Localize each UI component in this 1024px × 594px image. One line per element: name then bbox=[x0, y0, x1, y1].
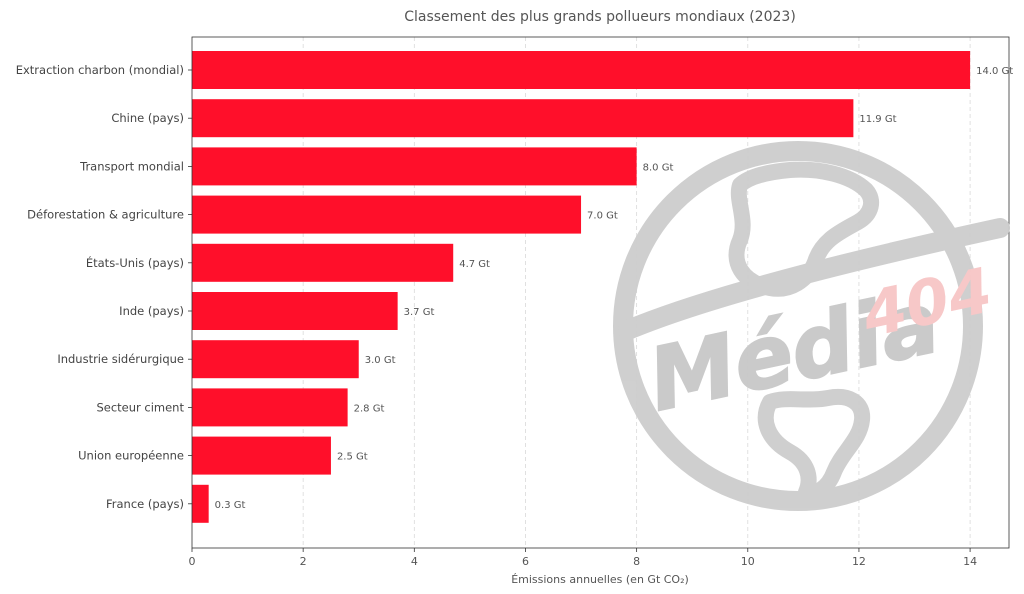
category-label: Union européenne bbox=[78, 449, 184, 463]
bars bbox=[192, 51, 971, 523]
category-labels: Extraction charbon (mondial) Chine (pays)… bbox=[16, 63, 192, 511]
x-tick-label: 4 bbox=[411, 555, 418, 568]
category-label: États-Unis (pays) bbox=[86, 255, 184, 270]
plot-frame bbox=[191, 36, 1010, 549]
x-tick-label: 14 bbox=[963, 555, 977, 568]
chart-title: Classement des plus grands pollueurs mon… bbox=[404, 9, 796, 25]
x-axis-label: Émissions annuelles (en Gt CO₂) bbox=[511, 573, 689, 586]
x-tick-label: 12 bbox=[852, 555, 866, 568]
category-label: Inde (pays) bbox=[119, 304, 184, 318]
watermark-swoosh bbox=[618, 218, 1010, 340]
bar bbox=[192, 436, 331, 475]
value-label: 4.7 Gt bbox=[459, 259, 490, 270]
value-label: 7.0 Gt bbox=[587, 211, 618, 222]
value-label: 3.7 Gt bbox=[404, 307, 435, 318]
bar bbox=[192, 484, 209, 523]
category-label: Transport mondial bbox=[79, 159, 184, 173]
value-labels: 14.0 Gt 11.9 Gt 8.0 Gt 7.0 Gt 4.7 Gt 3.7 Gt 3.… bbox=[215, 66, 1014, 511]
bar bbox=[192, 51, 971, 89]
x-tick-label: 6 bbox=[522, 555, 529, 568]
x-tick-label: 10 bbox=[741, 555, 755, 568]
category-label: Extraction charbon (mondial) bbox=[16, 63, 184, 77]
category-label: Déforestation & agriculture bbox=[27, 208, 184, 222]
value-label: 0.3 Gt bbox=[215, 500, 246, 511]
bar bbox=[192, 388, 348, 427]
watermark-continent-top bbox=[728, 161, 880, 297]
value-label: 2.5 Gt bbox=[337, 452, 368, 463]
bar bbox=[192, 292, 398, 330]
bar bbox=[192, 195, 582, 234]
value-label: 8.0 Gt bbox=[643, 162, 674, 173]
x-tick-label: 2 bbox=[300, 555, 307, 568]
x-axis-ticks: 0 2 4 6 8 10 12 14 bbox=[189, 548, 977, 568]
x-tick-label: 0 bbox=[189, 555, 196, 568]
value-label: 11.9 Gt bbox=[859, 114, 896, 125]
bar bbox=[192, 99, 854, 138]
category-label: France (pays) bbox=[106, 497, 184, 511]
watermark-continent-bottom bbox=[757, 389, 871, 501]
category-label: Industrie sidérurgique bbox=[57, 352, 184, 366]
bar bbox=[192, 340, 359, 379]
value-label: 2.8 Gt bbox=[354, 403, 385, 414]
x-tick-label: 8 bbox=[633, 555, 640, 568]
watermark-logo: Média 404 bbox=[613, 141, 1010, 511]
bar bbox=[192, 147, 637, 186]
category-label: Chine (pays) bbox=[111, 111, 184, 125]
value-label: 14.0 Gt bbox=[976, 66, 1013, 77]
value-label: 3.0 Gt bbox=[365, 355, 396, 366]
bar bbox=[192, 243, 454, 282]
category-label: Secteur ciment bbox=[96, 400, 184, 414]
